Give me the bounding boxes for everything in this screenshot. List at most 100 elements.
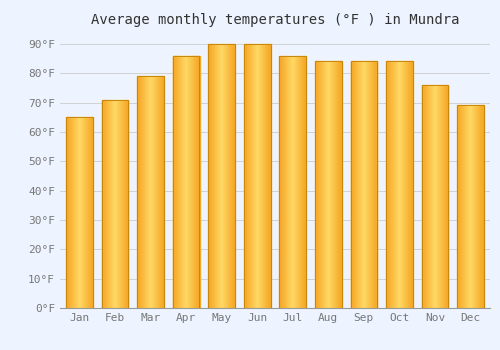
Bar bbox=[102, 100, 103, 308]
Bar bbox=[115, 100, 116, 308]
Bar bbox=[460, 105, 461, 308]
Bar bbox=[292, 56, 293, 308]
Bar bbox=[367, 61, 368, 308]
Bar bbox=[255, 44, 256, 308]
Bar bbox=[268, 44, 270, 308]
Bar bbox=[266, 44, 268, 308]
Bar bbox=[288, 56, 289, 308]
Bar bbox=[287, 56, 288, 308]
Bar bbox=[219, 44, 220, 308]
Bar bbox=[83, 117, 84, 308]
Bar bbox=[199, 56, 200, 308]
Bar bbox=[193, 56, 194, 308]
Bar bbox=[232, 44, 233, 308]
Bar bbox=[474, 105, 475, 308]
Bar bbox=[300, 56, 301, 308]
Bar bbox=[82, 117, 83, 308]
Bar bbox=[289, 56, 290, 308]
Bar bbox=[176, 56, 177, 308]
Bar bbox=[469, 105, 470, 308]
Bar bbox=[174, 56, 175, 308]
Bar bbox=[341, 61, 342, 308]
Bar bbox=[117, 100, 118, 308]
Bar bbox=[354, 61, 355, 308]
Bar bbox=[340, 61, 341, 308]
Bar bbox=[315, 61, 342, 308]
Bar bbox=[327, 61, 328, 308]
Bar bbox=[315, 61, 316, 308]
Bar bbox=[192, 56, 193, 308]
Bar bbox=[208, 44, 235, 308]
Bar bbox=[106, 100, 107, 308]
Bar bbox=[368, 61, 369, 308]
Bar bbox=[111, 100, 112, 308]
Bar bbox=[256, 44, 258, 308]
Bar bbox=[316, 61, 317, 308]
Bar bbox=[386, 61, 387, 308]
Bar bbox=[423, 85, 424, 308]
Bar bbox=[258, 44, 260, 308]
Bar bbox=[444, 85, 445, 308]
Bar bbox=[110, 100, 111, 308]
Bar bbox=[162, 76, 164, 308]
Bar bbox=[465, 105, 466, 308]
Bar bbox=[337, 61, 338, 308]
Bar bbox=[408, 61, 410, 308]
Bar bbox=[154, 76, 156, 308]
Bar bbox=[436, 85, 437, 308]
Bar bbox=[284, 56, 285, 308]
Bar bbox=[406, 61, 408, 308]
Bar bbox=[107, 100, 108, 308]
Bar bbox=[108, 100, 109, 308]
Bar bbox=[263, 44, 264, 308]
Bar bbox=[473, 105, 474, 308]
Bar bbox=[358, 61, 359, 308]
Bar bbox=[369, 61, 370, 308]
Bar bbox=[280, 56, 306, 308]
Bar bbox=[229, 44, 230, 308]
Bar bbox=[481, 105, 482, 308]
Bar bbox=[198, 56, 199, 308]
Bar bbox=[331, 61, 332, 308]
Bar bbox=[396, 61, 397, 308]
Bar bbox=[67, 117, 68, 308]
Bar bbox=[187, 56, 188, 308]
Bar bbox=[319, 61, 320, 308]
Bar bbox=[125, 100, 126, 308]
Bar bbox=[466, 105, 467, 308]
Bar bbox=[138, 76, 164, 308]
Bar bbox=[88, 117, 89, 308]
Bar bbox=[402, 61, 404, 308]
Bar bbox=[329, 61, 330, 308]
Bar bbox=[188, 56, 189, 308]
Bar bbox=[482, 105, 483, 308]
Bar bbox=[150, 76, 152, 308]
Bar bbox=[440, 85, 441, 308]
Bar bbox=[467, 105, 468, 308]
Bar bbox=[223, 44, 224, 308]
Bar bbox=[222, 44, 223, 308]
Bar bbox=[295, 56, 296, 308]
Bar bbox=[438, 85, 439, 308]
Bar bbox=[480, 105, 481, 308]
Bar bbox=[362, 61, 363, 308]
Bar bbox=[247, 44, 248, 308]
Bar bbox=[105, 100, 106, 308]
Bar bbox=[75, 117, 76, 308]
Bar bbox=[339, 61, 340, 308]
Bar bbox=[179, 56, 180, 308]
Bar bbox=[305, 56, 306, 308]
Bar bbox=[293, 56, 294, 308]
Bar bbox=[422, 85, 423, 308]
Bar bbox=[479, 105, 480, 308]
Bar bbox=[445, 85, 446, 308]
Bar bbox=[483, 105, 484, 308]
Bar bbox=[85, 117, 86, 308]
Bar bbox=[410, 61, 412, 308]
Bar bbox=[89, 117, 90, 308]
Bar bbox=[375, 61, 376, 308]
Bar bbox=[430, 85, 431, 308]
Bar bbox=[431, 85, 432, 308]
Bar bbox=[365, 61, 366, 308]
Bar bbox=[291, 56, 292, 308]
